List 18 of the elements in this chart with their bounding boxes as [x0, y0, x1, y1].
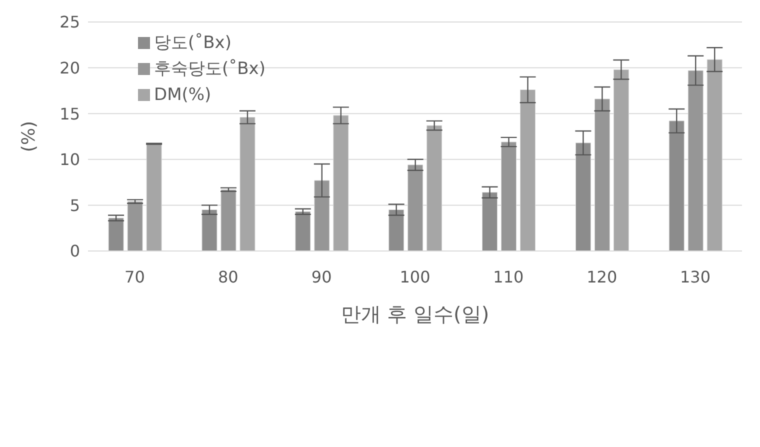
- y-tick-label: 25: [60, 12, 80, 32]
- x-tick-label: 80: [218, 267, 238, 286]
- x-tick-label: 70: [124, 267, 145, 286]
- x-tick-label: 100: [400, 267, 430, 286]
- y-tick-label: 10: [60, 150, 80, 170]
- x-tick-label: 110: [493, 267, 524, 286]
- legend-label: 후숙당도(˚Bx): [154, 59, 266, 79]
- y-tick-label: 5: [70, 196, 80, 215]
- legend-label: 당도(˚Bx): [154, 33, 232, 53]
- x-tick-label: 130: [680, 267, 711, 286]
- y-axis-title: (%): [18, 120, 40, 152]
- y-tick-label: 0: [70, 242, 80, 261]
- x-axis-title: 만개 후 일수(일): [340, 302, 490, 326]
- y-tick-label: 15: [60, 104, 80, 124]
- legend-label: DM(%): [154, 85, 212, 105]
- y-tick-label: 20: [60, 58, 80, 78]
- x-tick-label: 90: [311, 267, 332, 286]
- x-tick-label: 120: [586, 267, 618, 286]
